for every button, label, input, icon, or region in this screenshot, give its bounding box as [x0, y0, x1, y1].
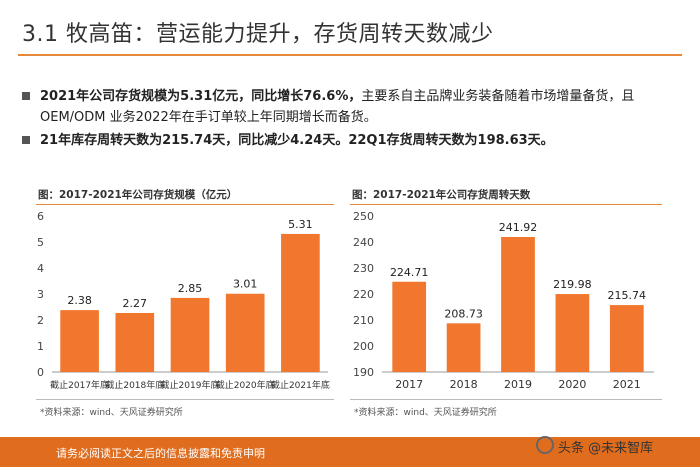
- bar: [446, 323, 481, 372]
- watermark: 头条 @未来智库: [536, 430, 686, 464]
- x-tick-label: 2020: [558, 378, 586, 391]
- x-tick-label: 截止2019年底: [161, 379, 220, 391]
- footer-disclaimer: 请务必阅读正文之后的信息披露和免责申明: [56, 447, 265, 460]
- bullet-paragraph-2: 21年库存周转天数为215.74天，同比减少4.24天。22Q1存货周转天数为1…: [40, 133, 554, 148]
- inventory-turnover-days-chart: 190 200 210 220 230 240 250 224.71 2017 208.73 201…: [353, 210, 654, 391]
- bar-data-label: 208.73: [444, 307, 483, 320]
- bar: [115, 312, 155, 372]
- x-tick-label: 截止2020年底: [216, 379, 275, 391]
- chart-1-source: *资料来源：wind、天风证券研究所: [40, 408, 183, 418]
- y-tick-label: 4: [37, 262, 44, 275]
- chart-1-title: 图：2017-2021年公司存货规模（亿元）: [38, 189, 238, 201]
- y-tick-label: 1: [37, 340, 44, 353]
- y-tick-label: 0: [37, 366, 44, 379]
- bar-data-label: 3.01: [233, 278, 258, 291]
- bar-data-label: 2.38: [67, 294, 92, 307]
- x-tick-label: 截止2021年底: [271, 379, 330, 391]
- y-tick-label: 2: [37, 314, 44, 327]
- footer-bar: 请务必阅读正文之后的信息披露和免责申明: [0, 437, 700, 467]
- y-tick-label: 230: [353, 262, 374, 275]
- y-tick-label: 200: [353, 340, 374, 353]
- bar-data-label: 219.98: [553, 278, 592, 291]
- bullet-square-icon: [22, 136, 30, 144]
- bullet-paragraph-1: 2021年公司存货规模为5.31亿元，同比增长76.6%，主要系自主品牌业务装备…: [40, 86, 660, 128]
- chart-2-source: *资料来源：wind、天风证券研究所: [354, 408, 497, 418]
- bar: [555, 294, 590, 372]
- x-tick-label: 截止2017年底: [50, 379, 109, 391]
- y-tick-label: 250: [353, 210, 374, 223]
- bar-data-label: 224.71: [390, 266, 429, 279]
- y-tick-label: 220: [353, 288, 374, 301]
- watermark-text: 头条 @未来智库: [558, 441, 654, 456]
- bar: [392, 281, 427, 372]
- chart-1-title-rule: [36, 204, 334, 205]
- bar-data-label: 241.92: [499, 221, 538, 234]
- bullet-1-lead: 2021年公司存货规模为5.31亿元，同比增长76.6%，: [40, 89, 362, 104]
- inventory-scale-chart: 0 1 2 3 4 5 6 2.38 截止2017年底 2.27 截止2018年底 2.85 截止201…: [37, 210, 330, 391]
- x-tick-label: 2019: [504, 378, 532, 391]
- bar-data-label: 2.27: [123, 297, 148, 310]
- y-tick-label: 3: [37, 288, 44, 301]
- title-corner: [0, 0, 6, 56]
- y-tick-label: 5: [37, 236, 44, 249]
- page-title: 3.1 牧高笛：营运能力提升，存货周转天数减少: [22, 22, 494, 47]
- bar-data-label: 5.31: [288, 218, 313, 231]
- y-tick-label: 240: [353, 236, 374, 249]
- bar: [225, 293, 265, 372]
- y-tick-label: 190: [353, 366, 374, 379]
- y-tick-label: 6: [37, 210, 44, 223]
- y-tick-label: 210: [353, 314, 374, 327]
- x-tick-label: 截止2018年底: [105, 379, 164, 391]
- title-divider: [18, 54, 682, 56]
- chart-2-title-rule: [350, 204, 662, 205]
- chart-1-bottom-rule: [36, 399, 334, 400]
- x-tick-label: 2018: [450, 378, 478, 391]
- bullet-square-icon: [22, 92, 30, 100]
- watermark-logo-icon: [536, 436, 554, 454]
- bar: [609, 305, 644, 372]
- bar: [501, 237, 535, 372]
- bar-data-label: 2.85: [178, 282, 203, 295]
- chart-2-bottom-rule: [350, 399, 662, 400]
- bar: [281, 233, 320, 372]
- x-tick-label: 2021: [613, 378, 641, 391]
- bullet-1-rest: 主要系自主品牌业务装备随着市场增量备货，且OEM/ODM 业务2022年在手订单…: [40, 89, 635, 125]
- bar-data-label: 215.74: [608, 289, 647, 302]
- bar: [170, 297, 210, 372]
- chart-2-title: 图：2017-2021年公司存货周转天数: [352, 189, 531, 201]
- bar: [60, 310, 99, 372]
- x-tick-label: 2017: [395, 378, 423, 391]
